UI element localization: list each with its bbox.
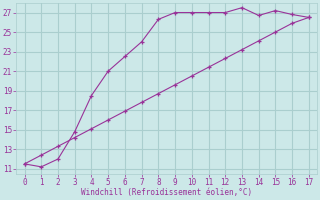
X-axis label: Windchill (Refroidissement éolien,°C): Windchill (Refroidissement éolien,°C) [81,188,252,197]
